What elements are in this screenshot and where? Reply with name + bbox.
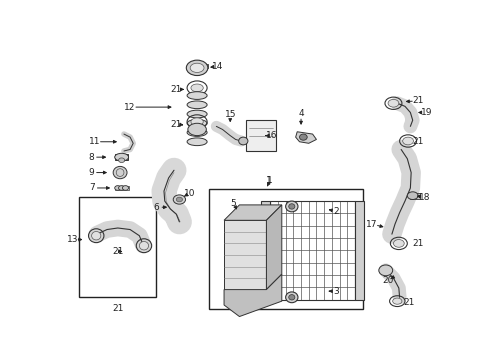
Text: 14: 14 bbox=[212, 62, 223, 71]
Ellipse shape bbox=[91, 231, 101, 240]
Text: 9: 9 bbox=[88, 168, 94, 177]
Text: 13: 13 bbox=[66, 235, 78, 244]
Ellipse shape bbox=[288, 294, 294, 300]
Ellipse shape bbox=[387, 99, 398, 107]
Text: 20: 20 bbox=[382, 276, 393, 285]
Ellipse shape bbox=[118, 158, 124, 163]
Ellipse shape bbox=[187, 92, 207, 99]
Ellipse shape bbox=[285, 292, 297, 303]
Ellipse shape bbox=[187, 101, 207, 109]
Ellipse shape bbox=[187, 123, 206, 136]
Ellipse shape bbox=[187, 120, 207, 127]
Bar bbox=[245, 120, 276, 151]
Polygon shape bbox=[224, 205, 281, 220]
Text: 17: 17 bbox=[366, 220, 377, 229]
Bar bbox=[208, 189, 362, 309]
Text: 21: 21 bbox=[112, 304, 123, 313]
Ellipse shape bbox=[190, 63, 203, 72]
Text: 11: 11 bbox=[89, 137, 100, 146]
Ellipse shape bbox=[190, 84, 203, 92]
Ellipse shape bbox=[115, 153, 128, 161]
Text: 15: 15 bbox=[224, 109, 236, 118]
Ellipse shape bbox=[393, 239, 404, 247]
Polygon shape bbox=[224, 274, 281, 316]
Polygon shape bbox=[295, 132, 316, 143]
Text: 2: 2 bbox=[332, 207, 338, 216]
Ellipse shape bbox=[378, 265, 392, 276]
Ellipse shape bbox=[187, 129, 207, 136]
Text: 19: 19 bbox=[420, 108, 431, 117]
Text: 10: 10 bbox=[183, 189, 195, 198]
Text: 16: 16 bbox=[265, 131, 277, 140]
Bar bbox=[354, 201, 364, 300]
Ellipse shape bbox=[176, 197, 182, 202]
Text: 4: 4 bbox=[298, 109, 303, 118]
Text: 18: 18 bbox=[418, 193, 429, 202]
Polygon shape bbox=[224, 220, 266, 289]
Bar bbox=[115, 186, 128, 190]
Ellipse shape bbox=[186, 60, 207, 76]
Ellipse shape bbox=[139, 242, 148, 250]
Bar bbox=[270, 201, 354, 300]
Bar bbox=[409, 193, 419, 199]
Ellipse shape bbox=[173, 195, 185, 204]
Ellipse shape bbox=[402, 137, 413, 145]
Ellipse shape bbox=[113, 166, 127, 179]
Text: 21: 21 bbox=[402, 298, 414, 307]
Text: 1: 1 bbox=[265, 176, 271, 185]
Bar bbox=[79, 197, 156, 297]
Text: 21: 21 bbox=[112, 247, 123, 256]
Bar bbox=[115, 154, 127, 160]
Text: 21: 21 bbox=[170, 85, 182, 94]
Text: 21: 21 bbox=[170, 120, 182, 129]
Ellipse shape bbox=[187, 138, 207, 145]
Text: 7: 7 bbox=[88, 184, 94, 193]
Text: 3: 3 bbox=[332, 287, 338, 296]
Text: 1: 1 bbox=[267, 176, 273, 185]
Bar bbox=[261, 201, 270, 300]
Ellipse shape bbox=[407, 192, 417, 199]
Ellipse shape bbox=[299, 134, 306, 140]
Ellipse shape bbox=[115, 186, 121, 190]
Ellipse shape bbox=[118, 186, 124, 190]
Text: 21: 21 bbox=[411, 137, 423, 146]
Ellipse shape bbox=[285, 201, 297, 212]
Ellipse shape bbox=[190, 118, 203, 126]
Bar bbox=[202, 64, 207, 68]
Text: 12: 12 bbox=[124, 103, 136, 112]
Ellipse shape bbox=[238, 137, 247, 145]
Ellipse shape bbox=[187, 110, 207, 118]
Text: 8: 8 bbox=[88, 153, 94, 162]
Text: 21: 21 bbox=[411, 239, 423, 248]
Ellipse shape bbox=[288, 204, 294, 209]
Text: 5: 5 bbox=[230, 199, 236, 208]
Polygon shape bbox=[266, 205, 281, 289]
Text: 6: 6 bbox=[153, 203, 159, 212]
Ellipse shape bbox=[392, 298, 401, 304]
Ellipse shape bbox=[122, 186, 128, 190]
Text: 21: 21 bbox=[411, 96, 423, 105]
